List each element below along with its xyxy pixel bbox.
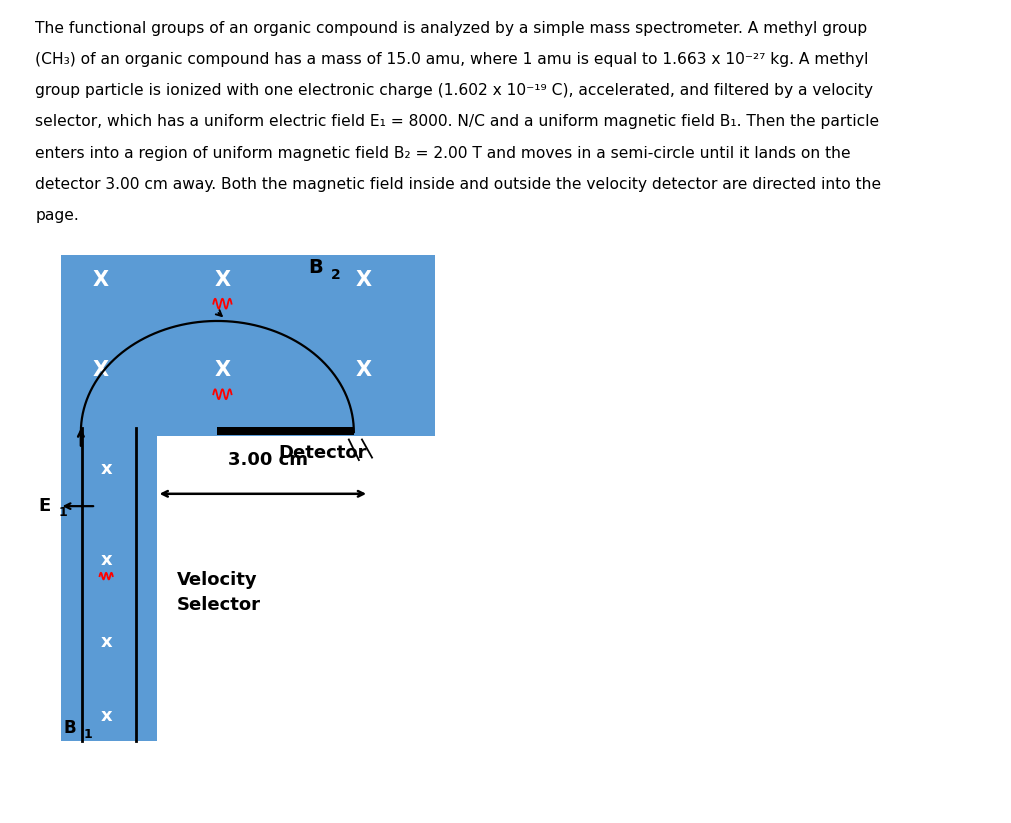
Text: enters into a region of uniform magnetic field B₂ = 2.00 T and moves in a semi-c: enters into a region of uniform magnetic…: [35, 146, 851, 160]
Text: Selector: Selector: [177, 596, 261, 614]
Text: x: x: [100, 551, 112, 569]
Text: 3.00 cm: 3.00 cm: [227, 451, 308, 469]
Bar: [61, 428, 157, 741]
Text: group particle is ionized with one electronic charge (1.602 x 10⁻¹⁹ C), accelera: group particle is ionized with one elect…: [35, 83, 874, 98]
Text: x: x: [100, 633, 112, 651]
Text: X: X: [214, 270, 231, 290]
Text: X: X: [356, 360, 372, 380]
Text: B: B: [308, 258, 324, 277]
Text: Velocity: Velocity: [177, 571, 258, 589]
Text: X: X: [356, 270, 372, 290]
Text: 1: 1: [59, 506, 68, 519]
Bar: [217, 427, 354, 435]
Text: page.: page.: [35, 208, 79, 223]
Text: X: X: [93, 270, 109, 290]
Text: X: X: [93, 360, 109, 380]
Text: X: X: [214, 360, 231, 380]
Text: selector, which has a uniform electric field E₁ = 8000. N/C and a uniform magnet: selector, which has a uniform electric f…: [35, 114, 880, 129]
Text: Detector: Detector: [278, 444, 367, 462]
Text: (CH₃) of an organic compound has a mass of 15.0 amu, where 1 amu is equal to 1.6: (CH₃) of an organic compound has a mass …: [35, 52, 868, 67]
Text: x: x: [100, 460, 112, 478]
Text: 1: 1: [84, 728, 93, 741]
Text: E: E: [38, 497, 51, 515]
Text: B: B: [64, 719, 76, 737]
Text: 2: 2: [331, 267, 341, 282]
Text: x: x: [100, 707, 112, 725]
Text: detector 3.00 cm away. Both the magnetic field inside and outside the velocity d: detector 3.00 cm away. Both the magnetic…: [35, 177, 882, 192]
Text: The functional groups of an organic compound is analyzed by a simple mass spectr: The functional groups of an organic comp…: [35, 21, 867, 35]
Bar: [61, 255, 435, 436]
